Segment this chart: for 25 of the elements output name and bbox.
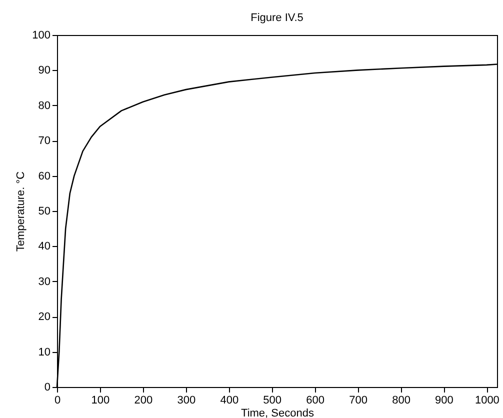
x-tick-label: 600: [306, 394, 324, 406]
y-tick-label: 40: [38, 240, 50, 253]
y-tick-label: 50: [38, 206, 50, 218]
y-tick-label: 20: [38, 311, 50, 324]
y-tick-label: 30: [38, 276, 50, 288]
x-tick-label: 900: [435, 394, 454, 406]
x-tick-label: 100: [91, 394, 110, 406]
y-tick-label: 70: [38, 135, 50, 148]
chart-title: Figure IV.5: [250, 12, 304, 24]
x-tick-label: 1000: [474, 394, 500, 406]
y-tick-label: 0: [44, 382, 50, 394]
y-tick-label: 100: [32, 30, 50, 42]
y-tick-label: 80: [38, 100, 50, 112]
x-tick-label: 800: [392, 394, 410, 406]
x-tick-label: 200: [134, 394, 153, 406]
x-tick-label: 400: [220, 394, 239, 406]
x-axis-title: Time, Seconds: [241, 408, 314, 418]
y-tick-label: 10: [38, 346, 50, 358]
x-tick-label: 300: [177, 394, 196, 406]
x-tick-label: 700: [349, 394, 368, 406]
y-tick-label: 90: [38, 64, 50, 77]
y-tick-label: 60: [38, 170, 50, 182]
y-axis-title: Temperature. °C: [15, 171, 28, 252]
x-tick-label: 500: [263, 394, 282, 406]
x-tick-label: 0: [54, 394, 61, 406]
